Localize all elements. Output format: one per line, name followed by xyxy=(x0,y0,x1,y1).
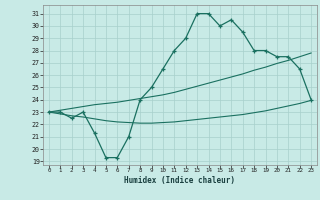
X-axis label: Humidex (Indice chaleur): Humidex (Indice chaleur) xyxy=(124,176,236,185)
